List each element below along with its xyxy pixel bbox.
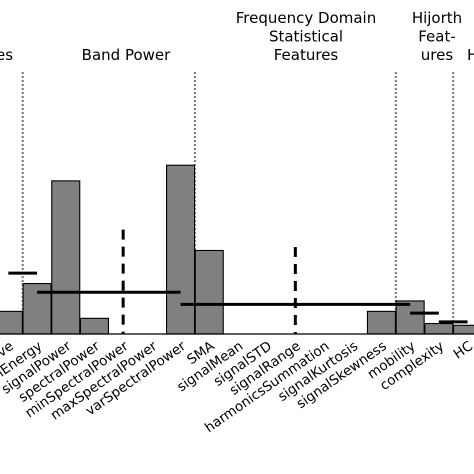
group-label-2: Band Power: [82, 46, 171, 64]
group-label-1: es: [0, 46, 13, 64]
bar-tive: [0, 310, 23, 335]
bar-spectralpower: [79, 317, 109, 335]
bar-varspectralpower: [166, 164, 196, 335]
bar-complexity: [424, 323, 454, 335]
bar-hc: [452, 324, 474, 335]
group-labels: es Band Power Frequency Domain Statistical F…: [0, 9, 474, 64]
group-label-4: Hijorth Feat-ures: [412, 9, 462, 64]
bar-signalpower: [51, 180, 81, 335]
bars: [0, 164, 474, 335]
mean-lines: [8, 271, 468, 324]
x-tick-hc: HC: [451, 338, 474, 362]
bar-signalskewness: [366, 310, 397, 335]
group-label-3: Frequency Domain Statistical Features: [236, 9, 376, 64]
group-separators: [21, 72, 455, 334]
x-tick-labels: tivemEnergysignalPowerspectralPowerminSp…: [0, 338, 474, 436]
bar-sma: [194, 249, 224, 335]
group-label-5: H: [467, 46, 474, 64]
dashed-markers: [121, 229, 297, 334]
